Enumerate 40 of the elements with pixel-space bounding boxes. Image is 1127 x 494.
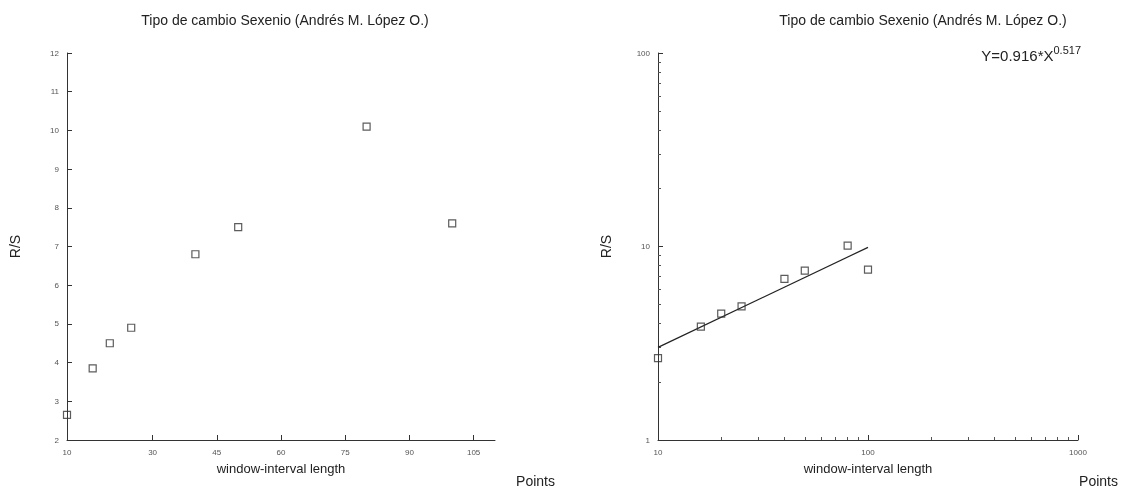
x-tick-label: 105 [466,447,481,457]
point [191,250,200,259]
point [448,219,457,228]
x-axis-title: window-interval length [802,461,933,476]
x-tick-label: 10 [653,447,663,457]
x-axis-title: window-interval length [215,461,346,476]
y-tick-label: 4 [54,358,60,368]
x-tick-label: 45 [212,447,222,457]
point [127,323,136,332]
point [234,223,243,232]
point [88,364,97,373]
x-tick-label: 100 [861,447,876,457]
x-tick-label: 10 [62,447,72,457]
chart-title: Tipo de cambio Sexenio (Andrés M. López O.) [141,12,429,28]
y-tick-label: 11 [50,87,60,97]
y-tick-label: 100 [636,48,651,58]
y-tick-label: 7 [54,242,60,251]
x-tick-label: 75 [340,447,351,457]
y-tick-label: 9 [54,164,60,174]
y-tick-label: 3 [54,396,60,406]
x-tick-label: 60 [276,447,286,457]
y-axis-title: R/S [598,234,614,259]
point [105,339,114,348]
text: Points [1079,473,1119,489]
y-axis-title: R/S [7,234,23,259]
y-tick-label: 2 [54,435,60,445]
x-tick-label: 1000 [1069,447,1088,457]
x-tick-label: 30 [148,447,158,457]
y-tick-label: 10 [50,125,60,135]
y-tick-label: 12 [50,48,60,58]
y-tick-label: 6 [54,280,60,290]
y-tick-label: 10 [641,242,651,251]
x-tick-label: 90 [404,447,415,457]
point [362,122,371,131]
text: Points [516,473,556,489]
y-tick-label: 5 [54,319,60,329]
point [62,410,72,419]
chart-title: Tipo de cambio Sexenio (Andrés M. López O.) [779,12,1067,28]
y-tick-label: 1 [645,435,651,445]
y-tick-label: 8 [54,203,60,213]
